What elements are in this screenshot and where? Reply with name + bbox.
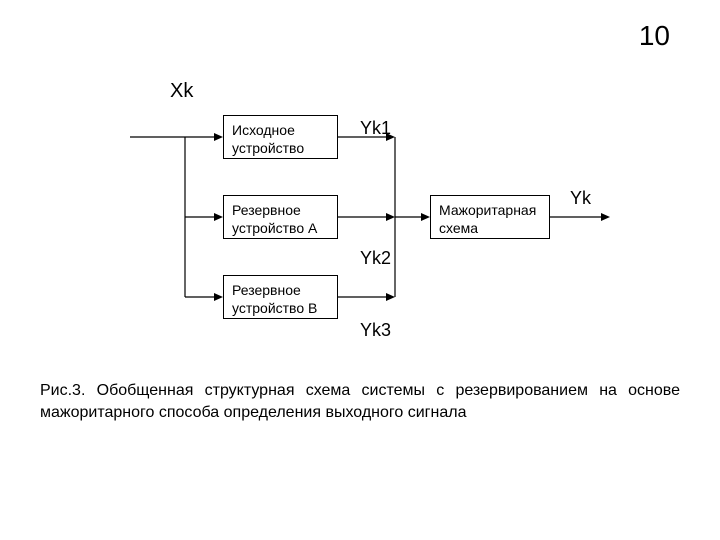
box-reserve-device-b: Резервное устройство В <box>223 275 338 319</box>
label-yk: Yk <box>570 188 591 209</box>
box-source-device: Исходное устройство <box>223 115 338 159</box>
label-yk1: Yk1 <box>360 118 391 139</box>
label-yk2: Yk2 <box>360 248 391 269</box>
page: 10 Xk Yk1 Yk2 Yk3 Yk Исходное устройство… <box>0 0 720 540</box>
figure-caption: Рис.3. Обобщенная структурная схема сист… <box>40 380 680 423</box>
page-number: 10 <box>639 20 670 52</box>
label-yk3: Yk3 <box>360 320 391 341</box>
box-majority-scheme: Мажоритарная схема <box>430 195 550 239</box>
diagram-wires <box>0 0 720 540</box>
box-reserve-device-a: Резервное устройство А <box>223 195 338 239</box>
label-xk: Xk <box>170 80 193 103</box>
